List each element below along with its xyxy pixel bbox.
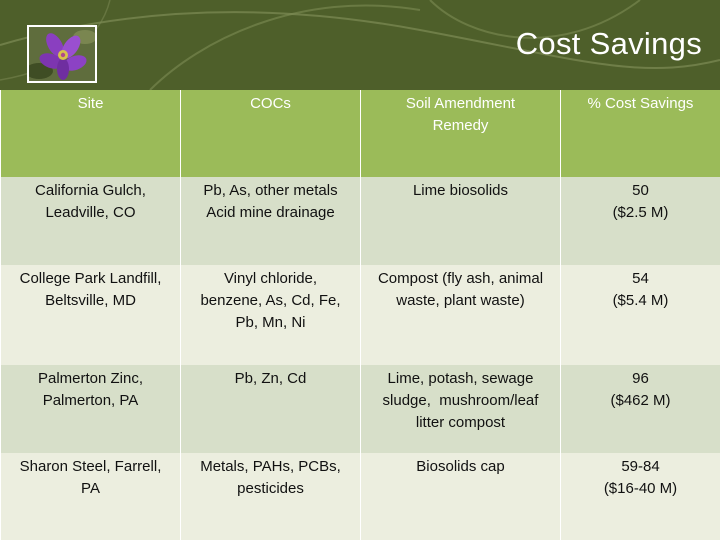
cell-savings: 50 ($2.5 M) bbox=[560, 177, 720, 265]
header-cocs: COCs bbox=[180, 90, 361, 177]
cell-cocs: Metals, PAHs, PCBs, pesticides bbox=[180, 453, 361, 540]
cell-site: Sharon Steel, Farrell, PA bbox=[0, 453, 181, 540]
cost-savings-table: Site COCs Soil Amendment Remedy % Cost S… bbox=[0, 90, 720, 540]
table-row: California Gulch, Leadville, CO Pb, As, … bbox=[0, 177, 720, 265]
table-row: Palmerton Zinc, Palmerton, PA Pb, Zn, Cd… bbox=[0, 365, 720, 453]
title-banner: Cost Savings bbox=[0, 0, 720, 90]
cell-savings: 59-84 ($16-40 M) bbox=[560, 453, 720, 540]
header-site: Site bbox=[0, 90, 181, 177]
decorative-arcs bbox=[0, 0, 720, 90]
header-row: Site COCs Soil Amendment Remedy % Cost S… bbox=[0, 90, 720, 177]
cell-cocs: Vinyl chloride, benzene, As, Cd, Fe, Pb,… bbox=[180, 265, 361, 365]
header-remedy: Soil Amendment Remedy bbox=[360, 90, 561, 177]
flower-photo bbox=[27, 25, 97, 83]
cell-remedy: Biosolids cap bbox=[360, 453, 561, 540]
slide-title: Cost Savings bbox=[515, 26, 702, 61]
header-cost-savings: % Cost Savings bbox=[560, 90, 720, 177]
cell-site: Palmerton Zinc, Palmerton, PA bbox=[0, 365, 181, 453]
cell-remedy: Lime, potash, sewage sludge, mushroom/le… bbox=[360, 365, 561, 453]
cell-site: California Gulch, Leadville, CO bbox=[0, 177, 181, 265]
cell-cocs: Pb, As, other metals Acid mine drainage bbox=[180, 177, 361, 265]
table-row: Sharon Steel, Farrell, PA Metals, PAHs, … bbox=[0, 453, 720, 540]
cell-savings: 96 ($462 M) bbox=[560, 365, 720, 453]
cell-remedy: Lime biosolids bbox=[360, 177, 561, 265]
table-row: College Park Landfill, Beltsville, MD Vi… bbox=[0, 265, 720, 365]
cell-remedy: Compost (fly ash, animal waste, plant wa… bbox=[360, 265, 561, 365]
cell-site: College Park Landfill, Beltsville, MD bbox=[0, 265, 181, 365]
cell-savings: 54 ($5.4 M) bbox=[560, 265, 720, 365]
cell-cocs: Pb, Zn, Cd bbox=[180, 365, 361, 453]
